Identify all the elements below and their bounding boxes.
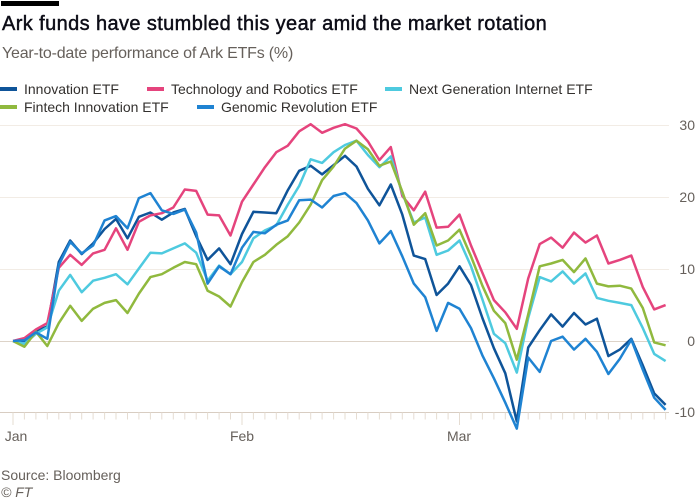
svg-text:20: 20 [679, 189, 695, 205]
svg-text:Feb: Feb [230, 428, 254, 444]
svg-text:Jan: Jan [5, 428, 28, 444]
svg-text:-10: -10 [675, 404, 695, 420]
svg-text:10: 10 [679, 261, 695, 277]
svg-text:0: 0 [687, 333, 695, 349]
svg-text:30: 30 [679, 117, 695, 133]
svg-text:Mar: Mar [447, 428, 471, 444]
